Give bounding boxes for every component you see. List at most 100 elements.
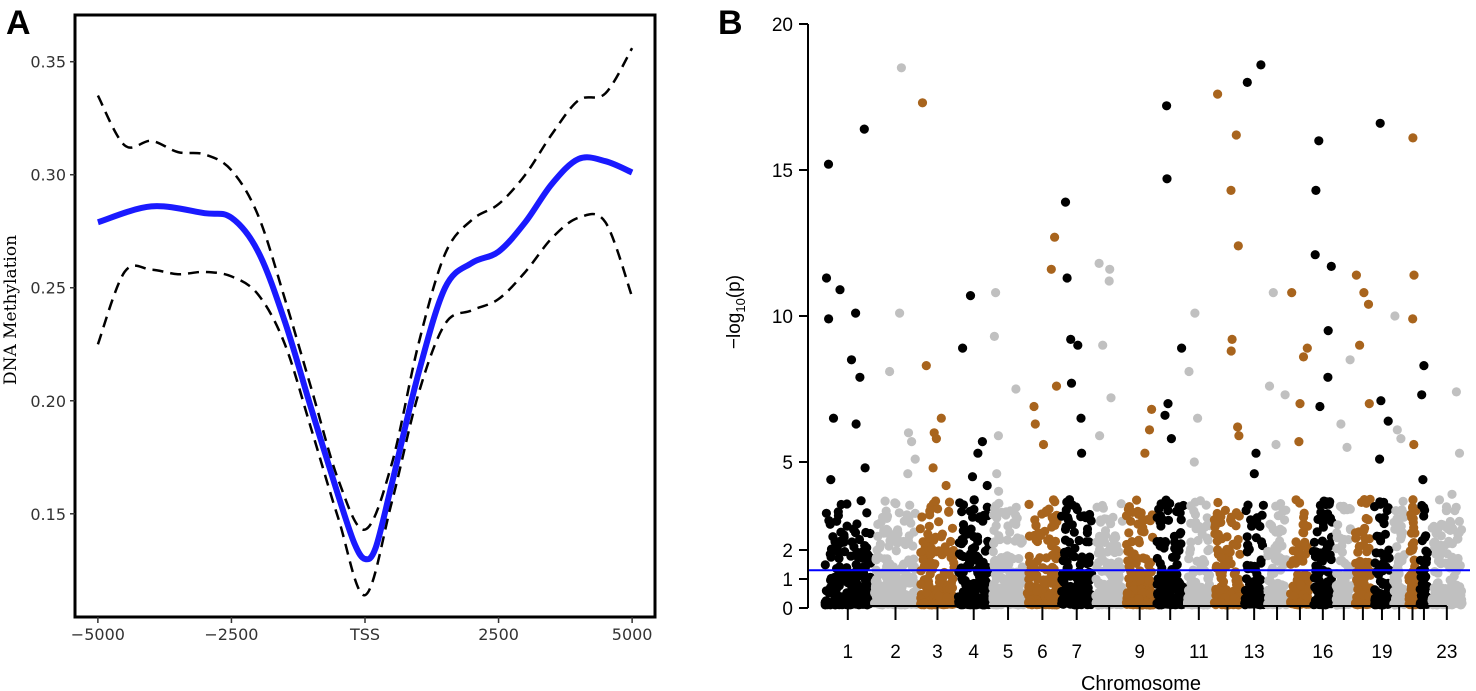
panel-b-snp-point: [1430, 567, 1440, 577]
panel-b-snp-point: [1295, 399, 1305, 409]
panel-b-snp-point: [826, 475, 836, 485]
panel-b-snp-point: [1360, 533, 1370, 543]
panel-b-snp-point: [917, 98, 928, 108]
panel-a-y-tick-label: 0.35: [30, 53, 66, 72]
panel-b-snp-point: [924, 521, 934, 531]
panel-b-snp-point: [1171, 551, 1181, 562]
panel-b-snp-point: [942, 592, 952, 603]
panel-b-snp-point: [1226, 185, 1236, 195]
panel-b-y-tick-label: 1: [782, 570, 793, 591]
panel-b-snp-point: [1234, 431, 1244, 441]
panel-b-snp-point: [994, 486, 1004, 496]
panel-b-snp-point: [936, 413, 946, 423]
panel-b-snp-point: [1323, 577, 1333, 587]
panel-b-snp-point: [1394, 595, 1404, 605]
panel-b-snp-point: [1359, 525, 1369, 536]
panel-b-snp-point: [955, 595, 966, 605]
panel-b-snp-point: [1189, 506, 1199, 516]
panel-b-snp-point: [1041, 553, 1051, 563]
panel-b-snp-point: [854, 534, 865, 545]
panel-b-snp-point: [903, 469, 913, 479]
panel-b-snp-point: [835, 285, 845, 295]
panel-b-snp-point: [1161, 588, 1171, 598]
panel-b-snp-point: [830, 577, 840, 587]
panel-b-snp-point: [1184, 590, 1195, 600]
panel-b-snp-point: [1005, 527, 1015, 537]
panel-b-snp-point: [1293, 547, 1303, 557]
panel-b-snp-point: [921, 587, 932, 598]
panel-b-snp-point: [1457, 598, 1467, 608]
panel-b-snp-point: [1126, 548, 1136, 558]
panel-b-snp-point: [1082, 524, 1093, 534]
panel-b-snp-point: [1186, 518, 1196, 529]
panel-b-snp-point: [1384, 553, 1394, 563]
panel-b-x-tick-label: 13: [1244, 642, 1265, 663]
panel-b-snp-point: [1315, 401, 1325, 412]
panel-b-snp-point: [1038, 439, 1049, 450]
panel-b-snp-point: [898, 574, 908, 584]
panel-b-snp-point: [1242, 547, 1252, 557]
panel-b-snp-point: [861, 527, 871, 538]
panel-b-snp-point: [989, 556, 1000, 566]
panel-b-snp-point: [1035, 553, 1045, 563]
panel-b-snp-point: [1447, 539, 1457, 549]
panel-b-snp-point: [1364, 399, 1374, 409]
panel-b-snp-point: [1355, 340, 1365, 350]
panel-b-snp-point: [1381, 562, 1391, 572]
panel-b-snp-point: [1124, 528, 1134, 538]
panel-b-snp-point: [1203, 535, 1213, 546]
panel-b-snp-point: [989, 331, 1000, 341]
panel-b-snp-point: [1145, 588, 1155, 598]
panel-b-x-tick-label: 7: [1071, 642, 1082, 663]
panel-b-snp-point: [991, 288, 1001, 298]
panel-b-snp-point: [1198, 555, 1208, 565]
panel-b-snp-point: [1011, 519, 1021, 530]
panel-b-snp-point: [934, 517, 944, 527]
panel-b-snp-point: [1210, 519, 1220, 530]
panel-b-snp-point: [956, 551, 966, 561]
panel-b-snp-point: [1415, 584, 1425, 594]
panel-a-y-tick-label: 0.25: [30, 279, 66, 298]
panel-b-snp-point: [1015, 591, 1025, 601]
panel-b-x-axis-label: Chromosome: [1081, 673, 1201, 691]
panel-b-snp-point: [904, 555, 914, 565]
panel-b-snp-point: [1406, 584, 1416, 594]
panel-b-snp-point: [856, 496, 866, 506]
panel-b-snp-point: [1333, 520, 1343, 530]
panel-b-snp-point: [1392, 542, 1402, 552]
panel-b-snp-point: [1060, 524, 1071, 535]
panel-b-snp-point: [1222, 544, 1232, 555]
panel-b-snp-point: [977, 437, 988, 447]
panel-b-snp-point: [1144, 575, 1154, 585]
panel-b-snp-point: [860, 463, 870, 473]
panel-b-snp-point: [885, 559, 895, 569]
panel-b-snp-point: [991, 521, 1001, 531]
panel-b-snp-point: [1256, 60, 1266, 70]
panel-b-snp-point: [1266, 569, 1277, 579]
panel-a-y-tick-label: 0.15: [30, 505, 66, 524]
panel-a-mean-line: [96, 154, 634, 563]
panel-b-x-tick-label: 3: [932, 642, 943, 663]
panel-b-snp-point: [1287, 288, 1297, 298]
panel-b-snp-point: [1409, 439, 1419, 450]
panel-b-snp-point: [1184, 366, 1194, 377]
panel-b-snp-point: [1203, 546, 1213, 556]
panel-b-snp-point: [1230, 567, 1241, 577]
panel-b-snp-point: [1177, 343, 1187, 353]
panel-b-snp-point: [1447, 552, 1457, 562]
panel-b-snp-point: [1313, 586, 1323, 596]
panel-b-snp-point: [1392, 425, 1402, 435]
panel-b-y-axis-label: −log10(p): [724, 275, 748, 349]
panel-b-snp-point: [969, 495, 979, 505]
panel-b-snp-point: [1450, 506, 1460, 516]
panel-b-snp-point: [1243, 540, 1253, 550]
panel-b-snp-point: [949, 558, 959, 568]
panel-b-x-tick-label: 16: [1312, 642, 1333, 663]
panel-b-snp-point: [1014, 554, 1024, 564]
panel-b-snp-point: [1430, 537, 1440, 547]
panel-b-snp-point: [1215, 586, 1225, 596]
panel-b-snp-point: [894, 508, 904, 518]
panel-b-snp-point: [1407, 540, 1417, 550]
panel-b-snp-point: [1271, 589, 1281, 599]
panel-b-y-tick-label: 15: [772, 161, 793, 182]
